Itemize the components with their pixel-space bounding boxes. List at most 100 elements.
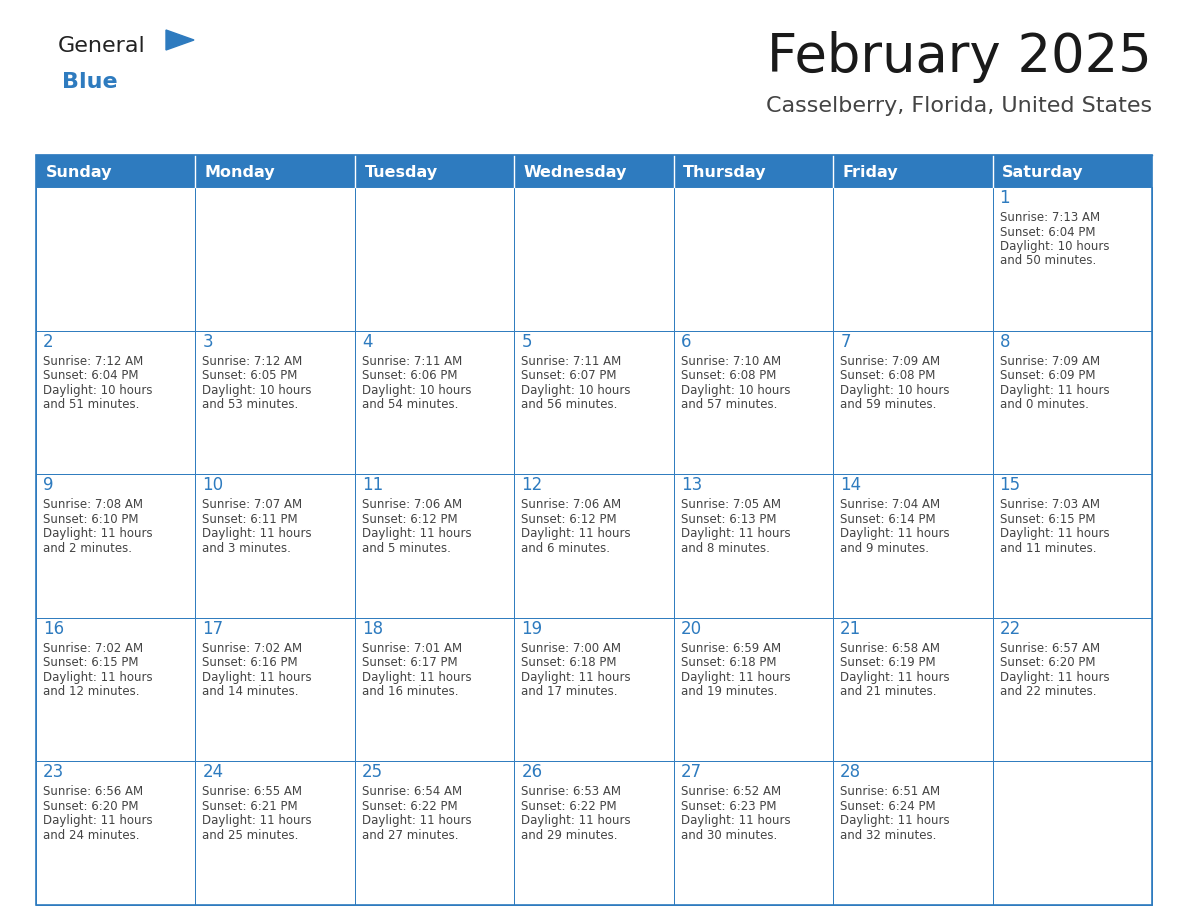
Text: Monday: Monday [206,164,276,180]
Bar [196,187,355,330]
Text: and 3 minutes.: and 3 minutes. [202,542,291,554]
Bar [514,761,674,905]
Text: and 25 minutes.: and 25 minutes. [202,829,299,842]
Text: Daylight: 11 hours: Daylight: 11 hours [43,814,152,827]
Text: Daylight: 10 hours: Daylight: 10 hours [522,384,631,397]
Text: 10: 10 [202,476,223,494]
Bar [992,187,1152,330]
Text: 15: 15 [999,476,1020,494]
Text: Sunset: 6:13 PM: Sunset: 6:13 PM [681,512,776,526]
Text: 21: 21 [840,620,861,638]
Bar [992,618,1152,761]
Text: 14: 14 [840,476,861,494]
Text: Sunrise: 7:12 AM: Sunrise: 7:12 AM [202,354,303,367]
Text: and 57 minutes.: and 57 minutes. [681,398,777,411]
Text: Sunrise: 7:09 AM: Sunrise: 7:09 AM [999,354,1100,367]
Text: Daylight: 11 hours: Daylight: 11 hours [202,814,312,827]
Text: Wednesday: Wednesday [524,164,627,180]
Bar [674,761,833,905]
Text: and 19 minutes.: and 19 minutes. [681,686,777,699]
Bar [355,618,514,761]
Text: 20: 20 [681,620,702,638]
Text: Daylight: 11 hours: Daylight: 11 hours [202,671,312,684]
Text: and 30 minutes.: and 30 minutes. [681,829,777,842]
Text: and 59 minutes.: and 59 minutes. [840,398,936,411]
Text: 28: 28 [840,764,861,781]
Text: and 54 minutes.: and 54 minutes. [362,398,459,411]
Text: Daylight: 11 hours: Daylight: 11 hours [202,527,312,540]
Text: Sunrise: 7:11 AM: Sunrise: 7:11 AM [362,354,462,367]
Text: Sunset: 6:18 PM: Sunset: 6:18 PM [681,656,776,669]
Text: 22: 22 [999,620,1020,638]
Text: Daylight: 11 hours: Daylight: 11 hours [681,814,790,827]
Text: Sunrise: 7:02 AM: Sunrise: 7:02 AM [43,642,143,655]
Text: Sunset: 6:24 PM: Sunset: 6:24 PM [840,800,936,813]
Bar [36,155,196,187]
Bar [355,475,514,618]
Text: and 56 minutes.: and 56 minutes. [522,398,618,411]
Text: Daylight: 11 hours: Daylight: 11 hours [840,527,949,540]
Bar [992,761,1152,905]
Text: Daylight: 11 hours: Daylight: 11 hours [522,671,631,684]
Text: Sunset: 6:20 PM: Sunset: 6:20 PM [43,800,139,813]
Bar [36,475,196,618]
Text: Daylight: 10 hours: Daylight: 10 hours [840,384,949,397]
Text: 24: 24 [202,764,223,781]
Text: Sunrise: 7:06 AM: Sunrise: 7:06 AM [362,498,462,511]
Bar [36,155,1152,905]
Text: Sunrise: 7:02 AM: Sunrise: 7:02 AM [202,642,303,655]
Bar [833,475,992,618]
Text: Daylight: 11 hours: Daylight: 11 hours [362,671,472,684]
Text: 11: 11 [362,476,383,494]
Text: Daylight: 11 hours: Daylight: 11 hours [522,527,631,540]
Text: and 2 minutes.: and 2 minutes. [43,542,132,554]
Text: Sunrise: 7:11 AM: Sunrise: 7:11 AM [522,354,621,367]
Text: Daylight: 10 hours: Daylight: 10 hours [999,240,1110,253]
Text: 18: 18 [362,620,383,638]
Text: 13: 13 [681,476,702,494]
Text: Daylight: 11 hours: Daylight: 11 hours [681,671,790,684]
Text: Saturday: Saturday [1003,164,1083,180]
Text: General: General [58,36,146,56]
Text: and 53 minutes.: and 53 minutes. [202,398,298,411]
Text: Sunset: 6:06 PM: Sunset: 6:06 PM [362,369,457,382]
Bar [674,187,833,330]
Text: Sunset: 6:07 PM: Sunset: 6:07 PM [522,369,617,382]
Text: Blue: Blue [62,72,118,92]
Text: and 11 minutes.: and 11 minutes. [999,542,1097,554]
Bar [833,155,992,187]
Text: Sunset: 6:08 PM: Sunset: 6:08 PM [681,369,776,382]
Text: Tuesday: Tuesday [365,164,437,180]
Text: Sunrise: 6:54 AM: Sunrise: 6:54 AM [362,786,462,799]
Text: Sunrise: 7:03 AM: Sunrise: 7:03 AM [999,498,1100,511]
Text: and 17 minutes.: and 17 minutes. [522,686,618,699]
Text: and 14 minutes.: and 14 minutes. [202,686,299,699]
Bar [355,187,514,330]
Text: and 9 minutes.: and 9 minutes. [840,542,929,554]
Text: Daylight: 11 hours: Daylight: 11 hours [840,814,949,827]
Text: Sunrise: 6:58 AM: Sunrise: 6:58 AM [840,642,940,655]
Polygon shape [166,30,194,50]
Bar [514,187,674,330]
Text: 3: 3 [202,332,213,351]
Text: Daylight: 11 hours: Daylight: 11 hours [362,527,472,540]
Bar [355,155,514,187]
Text: Sunset: 6:04 PM: Sunset: 6:04 PM [43,369,139,382]
Text: Sunrise: 7:10 AM: Sunrise: 7:10 AM [681,354,781,367]
Text: and 51 minutes.: and 51 minutes. [43,398,139,411]
Text: Sunset: 6:21 PM: Sunset: 6:21 PM [202,800,298,813]
Text: Sunrise: 7:06 AM: Sunrise: 7:06 AM [522,498,621,511]
Text: and 32 minutes.: and 32 minutes. [840,829,936,842]
Bar [674,475,833,618]
Text: Daylight: 11 hours: Daylight: 11 hours [999,384,1110,397]
Text: 23: 23 [43,764,64,781]
Bar [355,761,514,905]
Text: Sunset: 6:09 PM: Sunset: 6:09 PM [999,369,1095,382]
Text: Sunset: 6:22 PM: Sunset: 6:22 PM [362,800,457,813]
Text: Sunset: 6:22 PM: Sunset: 6:22 PM [522,800,617,813]
Text: Sunset: 6:16 PM: Sunset: 6:16 PM [202,656,298,669]
Bar [833,618,992,761]
Text: Sunset: 6:15 PM: Sunset: 6:15 PM [999,512,1095,526]
Text: 25: 25 [362,764,383,781]
Text: Sunrise: 7:07 AM: Sunrise: 7:07 AM [202,498,303,511]
